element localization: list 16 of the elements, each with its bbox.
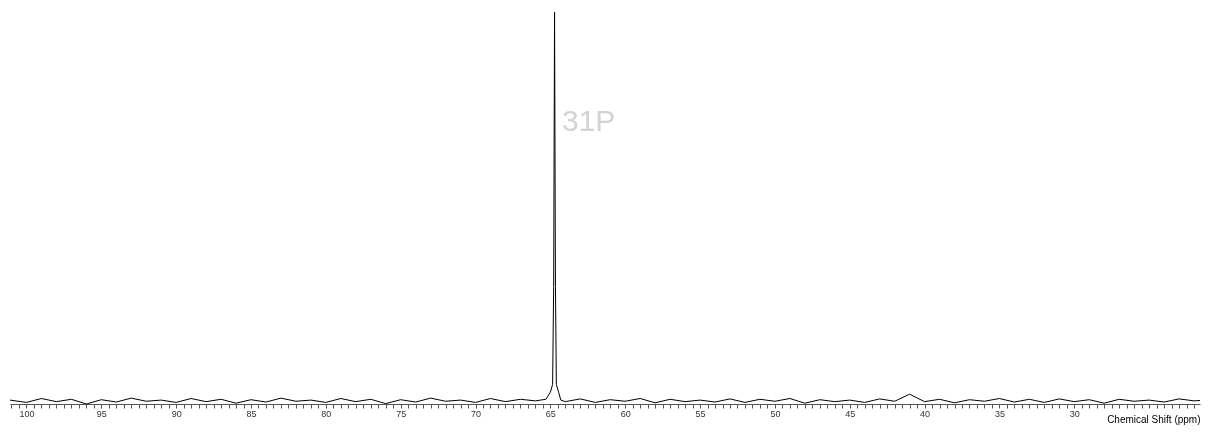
x-axis-title: Chemical Shift (ppm) (1107, 413, 1201, 425)
x-tick-label: 75 (396, 408, 407, 419)
x-tick-label: 60 (620, 408, 631, 419)
x-tick-label: 30 (1069, 408, 1080, 419)
x-tick-label: 90 (171, 408, 182, 419)
x-tick-label: 80 (321, 408, 332, 419)
x-tick-label: 85 (246, 408, 257, 419)
x-tick-label: 95 (96, 408, 107, 419)
x-tick-label: 45 (845, 408, 856, 419)
x-tick-label: 70 (471, 408, 482, 419)
x-tick-label: 40 (920, 408, 931, 419)
x-tick-label: 65 (545, 408, 556, 419)
x-tick-label: 100 (19, 408, 35, 419)
x-tick-label: 55 (695, 408, 706, 419)
x-tick-label: 35 (994, 408, 1005, 419)
x-tick-label: 50 (770, 408, 781, 419)
